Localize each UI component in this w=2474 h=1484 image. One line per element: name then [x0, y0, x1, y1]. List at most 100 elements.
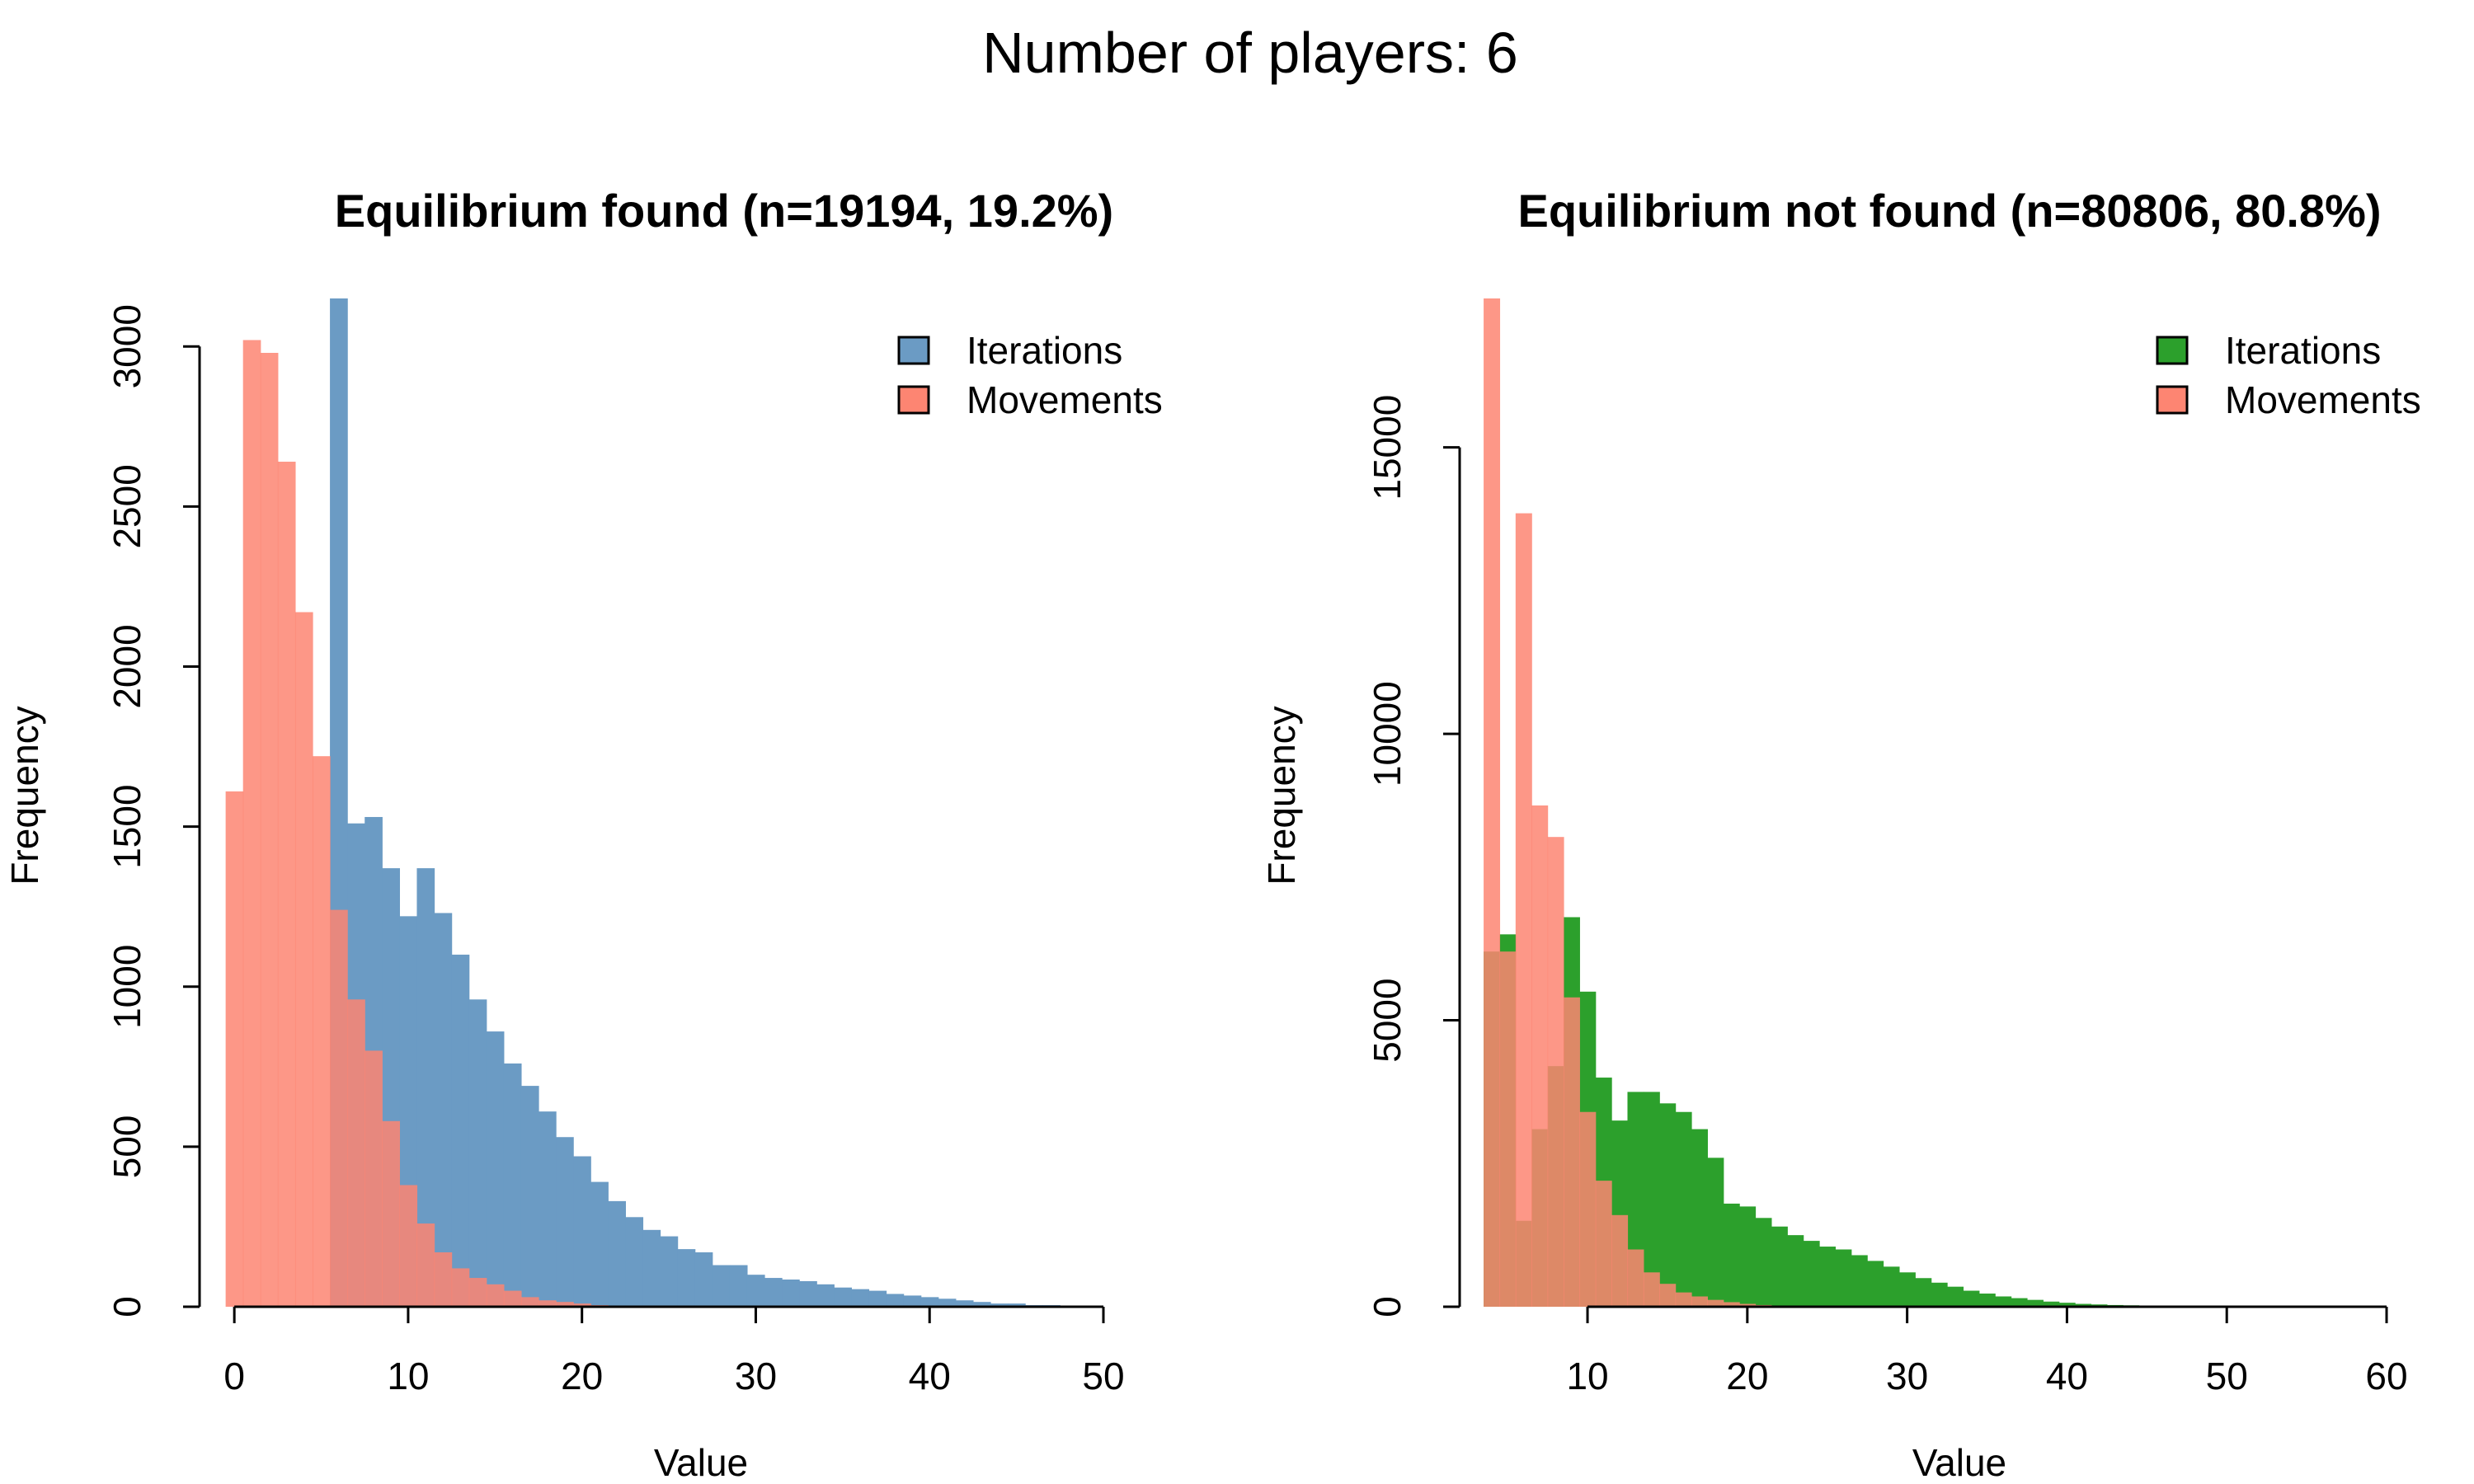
histogram-bar: [416, 868, 435, 1307]
x-tick-label: 50: [2206, 1355, 2248, 1397]
histogram-bar: [2026, 1299, 2044, 1307]
x-tick-label: 20: [561, 1355, 603, 1397]
series-iterations: [330, 298, 1061, 1307]
histogram-bar: [1531, 805, 1549, 1307]
histogram-bar: [1643, 1272, 1660, 1307]
histogram-bar: [382, 1120, 400, 1307]
histogram-bar: [1595, 1181, 1612, 1308]
histogram-bar: [434, 913, 453, 1307]
histogram-bar: [2011, 1298, 2028, 1307]
histogram-bar: [1883, 1266, 1900, 1307]
histogram-bar: [1611, 1214, 1629, 1307]
x-tick-label: 40: [909, 1355, 951, 1397]
histogram-bar: [868, 1290, 887, 1307]
legend: Iterations Movements: [897, 329, 1163, 421]
histogram-bar: [851, 1289, 870, 1307]
histogram-bar: [590, 1181, 609, 1307]
histogram-bar: [1771, 1226, 1788, 1307]
histogram-bar: [694, 1252, 713, 1307]
x-tick-label: 10: [1566, 1355, 1608, 1397]
histogram-bar: [1691, 1129, 1708, 1307]
histogram-bar: [1787, 1235, 1804, 1307]
histogram-bar: [399, 1185, 418, 1307]
histogram-bar: [1659, 1284, 1677, 1307]
histogram-bar: [1931, 1282, 1948, 1307]
histogram-bar: [1819, 1247, 1837, 1307]
y-tick-label: 2500: [106, 464, 148, 548]
plot-area: [1484, 298, 2188, 1308]
figure-title: Number of players: 6: [982, 21, 1518, 85]
histogram-bar: [468, 1278, 487, 1307]
histogram-bar: [1707, 1299, 1724, 1307]
histogram-bar: [451, 1268, 470, 1307]
histogram-bar: [451, 954, 470, 1307]
histogram-bar: [1723, 1203, 1740, 1307]
x-axis-title: Value: [654, 1441, 748, 1484]
y-axis-title: Frequency: [1260, 706, 1303, 885]
legend-item: Movements: [2156, 378, 2421, 421]
histogram-bar: [556, 1302, 574, 1307]
series-movements: [225, 340, 609, 1308]
y-axis-title: Frequency: [3, 706, 46, 885]
histogram-bar: [608, 1200, 626, 1307]
histogram-bar: [1835, 1249, 1852, 1307]
legend-label: Movements: [2225, 378, 2421, 421]
histogram-bar: [972, 1302, 991, 1307]
y-tick-label: 500: [106, 1115, 148, 1178]
histogram-bar: [660, 1236, 679, 1307]
histogram-bar: [1723, 1302, 1740, 1307]
histogram-bar: [1947, 1286, 1964, 1307]
x-tick-label: 0: [223, 1355, 245, 1397]
legend-label: Iterations: [2225, 329, 2381, 372]
histogram-bar: [729, 1265, 748, 1307]
histogram-bar: [1484, 298, 1501, 1307]
histogram-bar: [277, 462, 296, 1307]
legend-label: Movements: [967, 378, 1163, 421]
y-tick-label: 3000: [106, 304, 148, 388]
histogram-bar: [556, 1137, 574, 1307]
histogram-bar: [539, 1300, 557, 1307]
histogram-bar: [1803, 1241, 1820, 1307]
histogram-bar: [1739, 1206, 1757, 1307]
panel-title: Equilibrium found (n=19194, 19.2%): [335, 185, 1113, 237]
histogram-bar: [2075, 1303, 2092, 1307]
x-tick-label: 20: [1726, 1355, 1768, 1397]
histogram-bar: [2058, 1303, 2076, 1307]
histogram-bar: [1659, 1103, 1677, 1307]
histogram-bar: [1515, 513, 1532, 1307]
histogram-bar: [938, 1298, 957, 1307]
histogram-bar: [1851, 1255, 1868, 1307]
histogram-bar: [503, 1290, 522, 1307]
panel-equilibrium-found: Equilibrium found (n=19194, 19.2%) 0 10 20…: [3, 185, 1163, 1484]
y-tick-label: 5000: [1366, 978, 1409, 1062]
histogram-bar: [1499, 951, 1517, 1307]
histogram-bar: [1755, 1218, 1772, 1307]
x-tick-label: 60: [2365, 1355, 2407, 1397]
histogram-bar: [834, 1287, 852, 1307]
histogram-bar: [242, 340, 261, 1308]
histogram-bar: [225, 791, 244, 1307]
histogram-bar: [1691, 1296, 1708, 1307]
histogram-bar: [903, 1295, 922, 1307]
legend-label: Iterations: [967, 329, 1122, 372]
y-tick-label: 1500: [106, 784, 148, 868]
histogram-bar: [782, 1280, 800, 1307]
histogram-bar: [539, 1111, 557, 1307]
histogram-bar: [1675, 1292, 1692, 1307]
histogram-bar: [2043, 1301, 2060, 1307]
x-tick-label: 30: [735, 1355, 777, 1397]
histogram-bar: [1707, 1158, 1724, 1307]
legend-swatch: [897, 385, 930, 415]
histogram-bar: [1627, 1249, 1644, 1307]
histogram-bar: [642, 1229, 661, 1307]
histogram-bar: [416, 1223, 435, 1307]
y-tick-label: 10000: [1366, 681, 1409, 787]
histogram-bar: [1643, 1092, 1660, 1307]
histogram-bar: [434, 1252, 453, 1307]
histogram-bar: [330, 909, 348, 1307]
histogram-bar: [1898, 1272, 1916, 1307]
legend-item: Iterations: [2156, 329, 2381, 372]
legend-item: Iterations: [897, 329, 1122, 372]
histogram-bar: [712, 1265, 731, 1307]
